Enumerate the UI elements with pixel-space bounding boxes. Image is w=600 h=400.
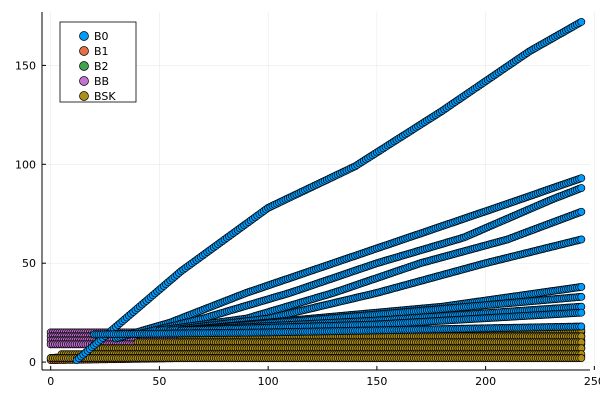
- data-point: [577, 322, 586, 331]
- y-tick-label: 100: [15, 158, 36, 171]
- x-tick-label: 250: [584, 375, 600, 388]
- legend-marker: [79, 61, 89, 71]
- x-tick-label: 50: [152, 375, 166, 388]
- legend-label: BB: [94, 75, 109, 88]
- x-tick-label: 100: [258, 375, 279, 388]
- x-tick-label: 150: [366, 375, 387, 388]
- y-tick-label: 50: [22, 257, 36, 270]
- legend-label: BSK: [94, 90, 116, 103]
- data-point: [577, 292, 586, 301]
- series-bsk: [46, 326, 586, 363]
- legend-marker: [79, 76, 89, 86]
- x-tick-label: 200: [475, 375, 496, 388]
- data-point: [577, 235, 586, 244]
- data-point: [577, 17, 586, 26]
- y-tick-label: 0: [29, 356, 36, 369]
- plot-area: [46, 17, 586, 365]
- data-point: [577, 354, 586, 363]
- y-tick-label: 150: [15, 59, 36, 72]
- x-tick-label: 0: [47, 375, 54, 388]
- legend-marker: [79, 31, 89, 41]
- data-point: [577, 184, 586, 192]
- legend: B0 B1 B2 BB BSK: [59, 21, 137, 103]
- legend-label: B0: [94, 30, 109, 43]
- data-point: [577, 207, 586, 216]
- data-point: [577, 308, 586, 317]
- data-point: [577, 282, 586, 291]
- legend-label: B2: [94, 60, 109, 73]
- data-point: [577, 174, 586, 183]
- legend-marker: [79, 91, 89, 101]
- legend-marker: [79, 46, 89, 56]
- series-b0: [72, 17, 586, 365]
- legend-label: B1: [94, 45, 109, 58]
